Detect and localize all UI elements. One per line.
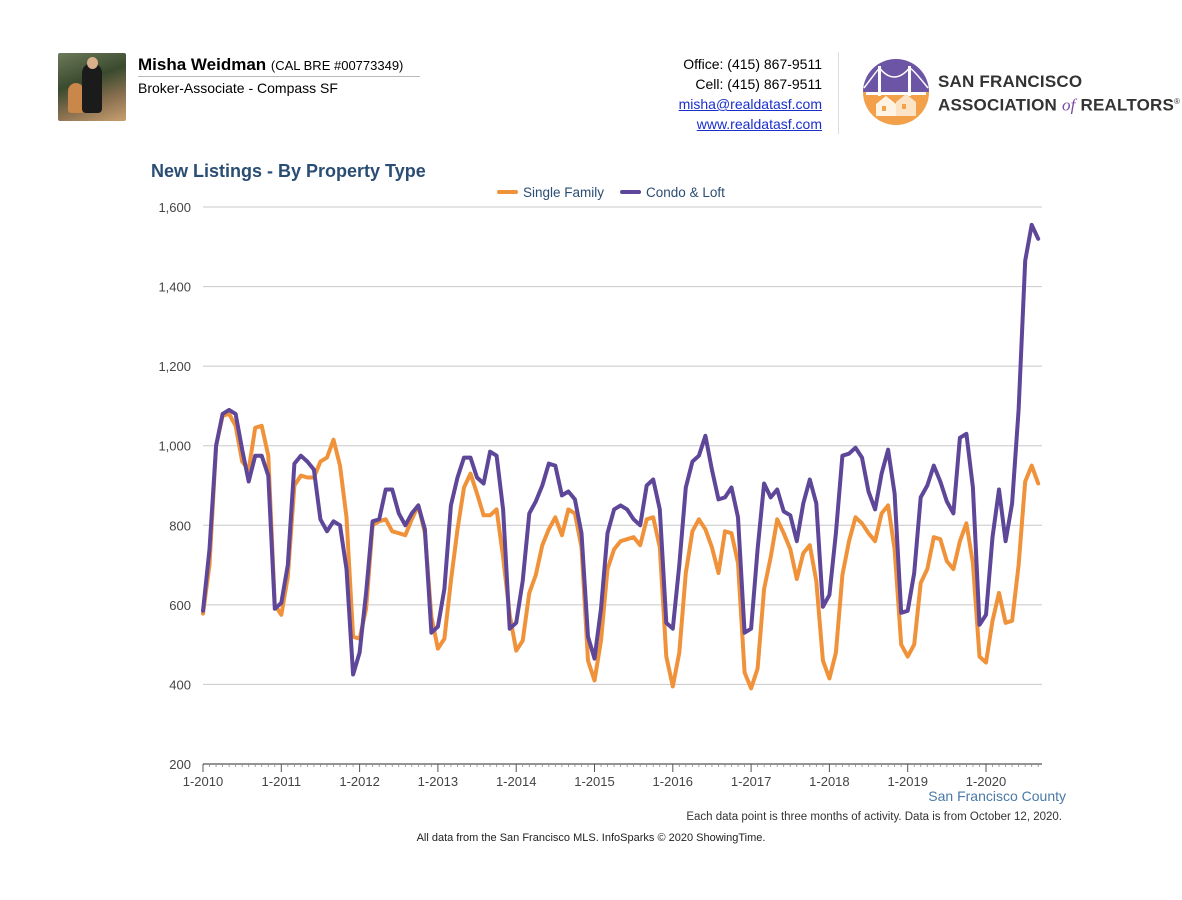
person-figure — [82, 63, 102, 113]
y-tick-label: 1,400 — [158, 280, 191, 295]
x-tick-label: 1-2018 — [809, 774, 849, 789]
x-tick-label: 1-2013 — [418, 774, 458, 789]
series-line-condo-loft — [201, 222, 1041, 677]
association-line1: SAN FRANCISCO — [938, 72, 1083, 91]
cell-phone: Cell: (415) 867-9511 — [695, 76, 822, 92]
y-tick-label: 600 — [169, 598, 191, 613]
y-tick-label: 1,200 — [158, 359, 191, 374]
y-tick-label: 400 — [169, 677, 191, 692]
agent-photo — [58, 53, 126, 121]
data-note: Each data point is three months of activ… — [686, 811, 1062, 823]
agent-name-line: Misha Weidman (CAL BRE #00773349) — [138, 55, 403, 75]
association-realtors: REALTORS — [1080, 95, 1175, 115]
association-of: of — [1061, 95, 1076, 115]
x-tick-label: 1-2019 — [887, 774, 927, 789]
x-tick-label: 1-2020 — [966, 774, 1006, 789]
legend-label-condo-loft: Condo & Loft — [646, 185, 725, 200]
series-line-single-family — [201, 411, 1041, 691]
x-axis: 1-2010 1-2011 1-2012 1-2013 1-2014 1-2015 1-20… — [183, 763, 1042, 789]
website-link[interactable]: www.realdatasf.com — [696, 116, 822, 132]
contact-block: Office: (415) 867-9511 Cell: (415) 867-9… — [679, 54, 822, 134]
email-link[interactable]: misha@realdatasf.com — [678, 96, 822, 112]
agent-divider — [138, 76, 420, 77]
chart-legend: Single Family Condo & Loft — [497, 185, 725, 200]
dog-figure — [68, 83, 84, 113]
header: Misha Weidman (CAL BRE #00773349) Broker… — [0, 0, 1182, 150]
x-tick-label: 1-2012 — [339, 774, 379, 789]
person-head — [87, 57, 98, 69]
new-listings-chart: New Listings - By Property Type Single F… — [151, 161, 1066, 823]
x-tick-label: 1-2014 — [496, 774, 536, 789]
agent-name: Misha Weidman — [138, 55, 267, 74]
footnote: All data from the San Francisco MLS. Inf… — [416, 832, 766, 844]
y-tick-label: 1,000 — [158, 439, 191, 454]
office-phone: Office: (415) 867-9511 — [683, 56, 822, 72]
chart-title: New Listings - By Property Type — [151, 161, 426, 181]
header-divider — [838, 52, 839, 134]
x-tick-label: 1-2016 — [653, 774, 693, 789]
association-logo-icon — [863, 59, 929, 125]
y-tick-label: 200 — [169, 757, 191, 772]
agent-role: Broker-Associate - Compass SF — [138, 80, 338, 96]
region-label: San Francisco County — [928, 788, 1066, 804]
chart-series — [201, 222, 1041, 691]
registered-mark: ® — [1174, 97, 1181, 106]
x-tick-label: 1-2010 — [183, 774, 223, 789]
x-tick-label: 1-2017 — [731, 774, 771, 789]
x-tick-label: 1-2015 — [574, 774, 614, 789]
legend-label-single-family: Single Family — [523, 185, 604, 200]
association-name: SAN FRANCISCO ASSOCIATION of REALTORS® — [938, 72, 1180, 116]
agent-license: (CAL BRE #00773349) — [270, 58, 404, 73]
x-tick-label: 1-2011 — [262, 774, 302, 789]
y-axis-ticks: 200 400 600 800 1,000 1,200 1,400 1,600 — [158, 200, 191, 772]
y-tick-label: 800 — [169, 518, 191, 533]
chart-grid — [203, 206, 1042, 685]
association-word: ASSOCIATION — [938, 95, 1058, 115]
y-tick-label: 1,600 — [158, 200, 191, 215]
association-line2: ASSOCIATION of REALTORS® — [938, 92, 1180, 116]
